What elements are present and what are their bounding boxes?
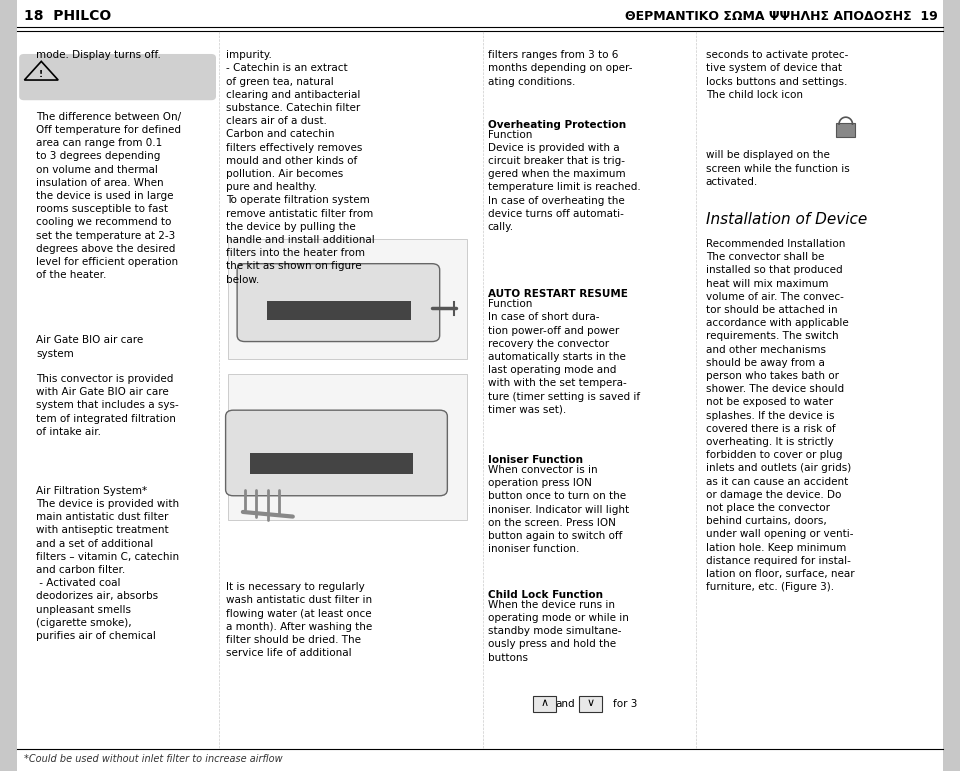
Text: When convector is in
operation press ION
button once to turn on the
inoniser. In: When convector is in operation press ION… xyxy=(488,465,629,554)
FancyBboxPatch shape xyxy=(267,301,411,320)
Text: 18  PHILCO: 18 PHILCO xyxy=(24,8,111,23)
Text: filters ranges from 3 to 6
months depending on oper-
ating conditions.: filters ranges from 3 to 6 months depend… xyxy=(488,50,633,86)
Text: and: and xyxy=(556,699,575,709)
Text: Child Lock Function: Child Lock Function xyxy=(488,590,603,600)
Text: Air Filtration System*
The device is provided with
main antistatic dust filter
w: Air Filtration System* The device is pro… xyxy=(36,486,180,641)
Text: When the device runs in
operating mode or while in
standby mode simultane-
ously: When the device runs in operating mode o… xyxy=(488,600,629,662)
Text: Function
Device is provided with a
circuit breaker that is trig-
gered when the : Function Device is provided with a circu… xyxy=(488,130,640,232)
FancyBboxPatch shape xyxy=(0,0,17,771)
Text: This convector is provided
with Air Gate BIO air care
system that includes a sys: This convector is provided with Air Gate… xyxy=(36,374,180,436)
Text: will be displayed on the
screen while the function is
activated.: will be displayed on the screen while th… xyxy=(706,150,850,187)
Text: seconds to activate protec-
tive system of device that
locks buttons and setting: seconds to activate protec- tive system … xyxy=(706,50,848,99)
Text: ∨: ∨ xyxy=(587,699,594,708)
Text: AUTO RESTART RESUME: AUTO RESTART RESUME xyxy=(488,289,628,299)
Text: impurity.
- Catechin is an extract
of green tea, natural
clearing and antibacter: impurity. - Catechin is an extract of gr… xyxy=(226,50,374,284)
FancyBboxPatch shape xyxy=(226,410,447,496)
Text: Recommended Installation
The convector shall be
installed so that produced
heat : Recommended Installation The convector s… xyxy=(706,239,854,592)
FancyBboxPatch shape xyxy=(228,239,467,359)
FancyBboxPatch shape xyxy=(19,54,216,100)
Text: It is necessary to regularly
wash antistatic dust filter in
flowing water (at le: It is necessary to regularly wash antist… xyxy=(226,582,372,658)
Text: Overheating Protection: Overheating Protection xyxy=(488,120,626,130)
Text: for 3: for 3 xyxy=(613,699,637,709)
FancyBboxPatch shape xyxy=(943,0,960,771)
FancyBboxPatch shape xyxy=(533,696,556,712)
FancyBboxPatch shape xyxy=(579,696,602,712)
Text: Ioniser Function: Ioniser Function xyxy=(488,455,583,465)
Text: ∧: ∧ xyxy=(540,699,548,708)
Text: Air Gate BIO air care
system: Air Gate BIO air care system xyxy=(36,335,144,359)
Text: ΘΕΡΜΑΝΤΙΚΟ ΣΩΜΑ ΨΨΗΛΗΣ ΑΠΟΔΟΣΗΣ  19: ΘΕΡΜΑΝΤΙΚΟ ΣΩΜΑ ΨΨΗΛΗΣ ΑΠΟΔΟΣΗΣ 19 xyxy=(625,10,938,23)
Text: Function
In case of short dura-
tion power-off and power
recovery the convector
: Function In case of short dura- tion pow… xyxy=(488,299,639,415)
Text: Installation of Device: Installation of Device xyxy=(706,212,867,227)
Text: The difference between On/
Off temperature for defined
area can range from 0.1
t: The difference between On/ Off temperatu… xyxy=(36,112,181,280)
Text: mode. Display turns off.: mode. Display turns off. xyxy=(36,50,161,60)
FancyBboxPatch shape xyxy=(237,264,440,342)
Text: !: ! xyxy=(39,69,43,79)
FancyBboxPatch shape xyxy=(250,453,413,474)
FancyBboxPatch shape xyxy=(836,123,855,137)
Text: *Could be used without inlet filter to increase airflow: *Could be used without inlet filter to i… xyxy=(24,755,282,764)
FancyBboxPatch shape xyxy=(228,374,467,520)
